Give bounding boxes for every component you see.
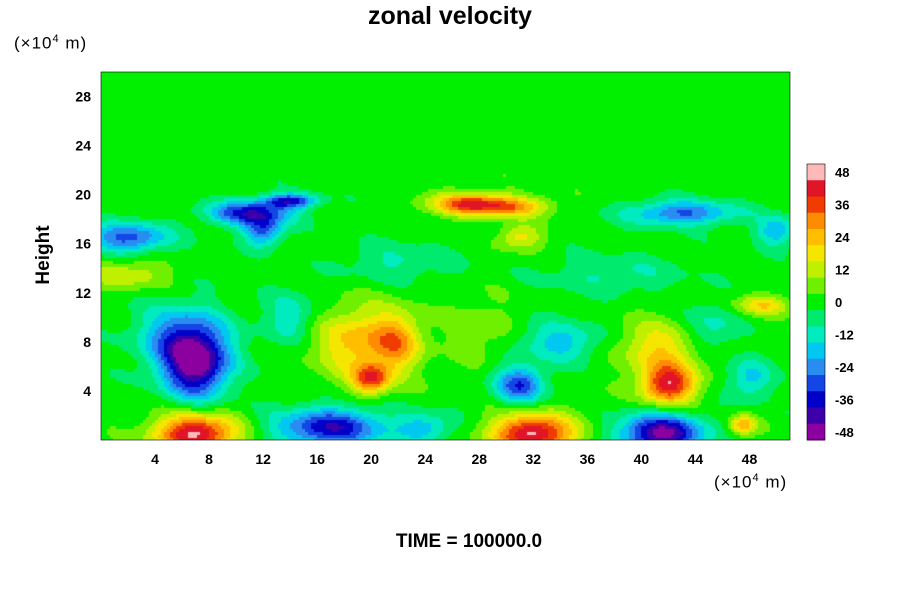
colorbar-band — [807, 277, 825, 295]
colorbar-tick-label: -12 — [835, 327, 854, 342]
x-tick-label: 12 — [255, 451, 271, 467]
colorbar-tick-label: 12 — [835, 263, 849, 278]
y-tick-label: 28 — [75, 89, 91, 105]
x-tick-label: 40 — [634, 451, 650, 467]
colorbar-band — [807, 310, 825, 327]
colorbar-band — [807, 358, 825, 376]
plot-area — [100, 71, 791, 441]
colorbar-tick-label: 0 — [835, 295, 842, 310]
colorbar-band — [807, 423, 825, 441]
colorbar-band — [807, 212, 825, 230]
y-tick-label: 8 — [83, 334, 91, 350]
x-axis-ticks: 4 8 12 16 20 24 28 32 36 40 44 48 — [151, 451, 757, 467]
time-label: TIME = 100000.0 — [395, 531, 543, 552]
x-tick-label: 48 — [742, 451, 758, 467]
colorbar-tick-label: 24 — [835, 230, 850, 245]
colorbar-band — [807, 391, 825, 409]
colorbar-band — [807, 261, 825, 279]
x-tick-label: 16 — [309, 451, 325, 467]
plot-frame — [100, 71, 791, 441]
y-tick-label: 20 — [75, 187, 91, 203]
y-tick-label: 24 — [75, 138, 91, 154]
x-unit-label: (×104 m) — [714, 472, 788, 492]
colorbar-band — [807, 342, 825, 360]
x-tick-label: 36 — [580, 451, 596, 467]
y-tick-label: 4 — [83, 383, 91, 399]
colorbar-band — [807, 164, 825, 181]
x-tick-label: 4 — [151, 451, 159, 467]
colorbar-tick-label: -36 — [835, 392, 854, 407]
colorbar-frame — [806, 163, 826, 441]
heatmap-field — [101, 72, 790, 440]
colorbar-band — [807, 228, 825, 246]
colorbar-band — [807, 180, 825, 197]
colorbar-tick-label: -48 — [835, 425, 854, 440]
colorbar-band — [807, 375, 825, 392]
chart-title: zonal velocity — [368, 2, 532, 30]
colorbar: 48 36 24 12 0 -12 -24 -36 -48 — [806, 163, 855, 441]
colorbar-band — [807, 245, 825, 262]
x-tick-label: 24 — [417, 451, 433, 467]
x-tick-label: 28 — [471, 451, 487, 467]
colorbar-band — [807, 293, 825, 311]
y-tick-label: 16 — [75, 236, 91, 252]
colorbar-band — [807, 326, 825, 344]
x-tick-label: 8 — [205, 451, 213, 467]
y-axis-ticks: 4 8 12 16 20 24 28 — [75, 89, 91, 399]
y-unit-label: (×104 m) — [14, 33, 88, 53]
y-tick-label: 12 — [75, 285, 91, 301]
x-tick-label: 32 — [526, 451, 542, 467]
colorbar-tick-label: -24 — [835, 360, 855, 375]
colorbar-band — [807, 407, 825, 425]
colorbar-tick-label: 36 — [835, 198, 849, 213]
x-tick-label: 44 — [688, 451, 704, 467]
colorbar-band — [807, 196, 825, 214]
colorbar-tick-label: 48 — [835, 165, 849, 180]
x-tick-label: 20 — [363, 451, 379, 467]
